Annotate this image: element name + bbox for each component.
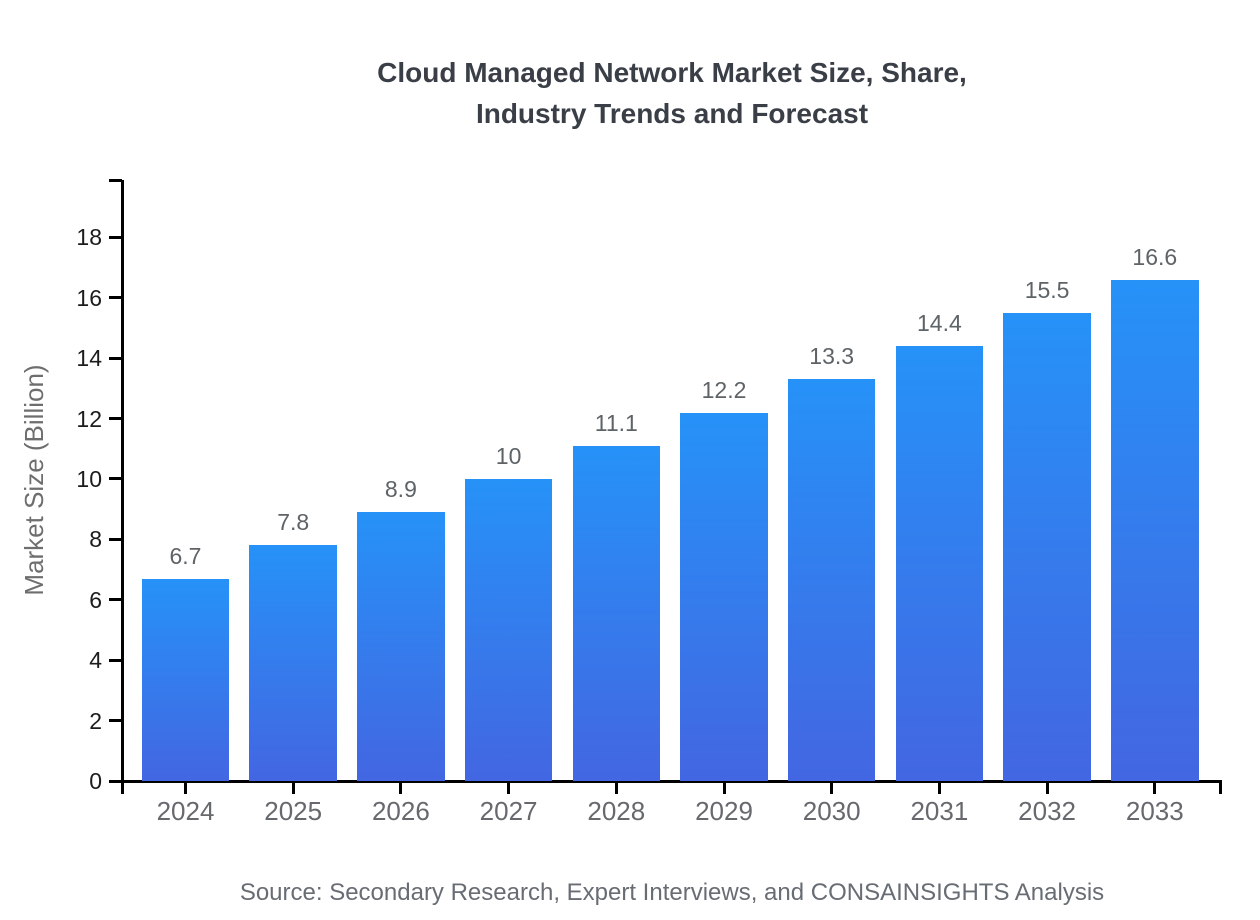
y-tick-label-16: 16 <box>76 284 102 311</box>
y-axis-top-cap <box>109 178 122 182</box>
y-tick-8 <box>109 537 122 541</box>
x-tick-2032 <box>1045 781 1049 794</box>
y-tick-label-2: 2 <box>89 707 102 734</box>
x-tick-2024 <box>184 781 187 794</box>
y-tick-label-10: 10 <box>76 465 102 492</box>
x-tick-2031 <box>937 781 941 794</box>
x-tick-2033 <box>1153 781 1157 794</box>
x-axis-line <box>109 779 1222 783</box>
bar-2028 <box>572 445 661 781</box>
x-axis-end-cap <box>1219 781 1222 794</box>
y-tick-16 <box>109 296 122 300</box>
x-tick-label-2024: 2024 <box>156 796 215 826</box>
x-tick-2025 <box>291 781 295 794</box>
y-tick-6 <box>109 598 122 602</box>
chart-title: Cloud Managed Network Market Size, Share… <box>122 52 1222 134</box>
bar-value-label-2028: 11.1 <box>594 409 638 436</box>
y-tick-18 <box>109 235 122 239</box>
bar-2027 <box>464 478 553 781</box>
bar-value-label-2025: 7.8 <box>277 509 310 536</box>
x-tick-label-2031: 2031 <box>910 796 969 826</box>
bar-value-label-2026: 8.9 <box>384 476 417 503</box>
x-tick-label-2032: 2032 <box>1018 796 1077 826</box>
y-tick-14 <box>109 356 122 360</box>
x-tick-label-2025: 2025 <box>264 796 323 826</box>
x-tick-label-2030: 2030 <box>802 796 861 826</box>
chart-title-line-1: Cloud Managed Network Market Size, Share… <box>377 57 967 88</box>
bar-2032 <box>1003 312 1091 781</box>
x-tick-2026 <box>399 781 403 794</box>
bar-2030 <box>787 379 876 781</box>
x-tick-2028 <box>614 781 618 794</box>
x-tick-label-2028: 2028 <box>587 796 646 826</box>
bar-2033 <box>1111 279 1199 781</box>
bar-value-label-2029: 12.2 <box>701 376 747 403</box>
y-axis-line <box>120 180 124 794</box>
source-note: Source: Secondary Research, Expert Inter… <box>239 879 1105 906</box>
x-tick-label-2026: 2026 <box>371 796 430 826</box>
bar-2025 <box>249 545 337 781</box>
y-tick-4 <box>109 658 122 662</box>
y-tick-label-4: 4 <box>89 647 102 674</box>
bar-value-label-2024: 6.7 <box>169 542 202 569</box>
chart-title-line-2: Industry Trends and Forecast <box>475 98 869 129</box>
y-tick-10 <box>109 477 122 481</box>
x-tick-2029 <box>722 781 726 794</box>
bar-2026 <box>357 512 445 781</box>
bar-value-label-2030: 13.3 <box>809 343 855 370</box>
x-tick-2030 <box>830 781 834 794</box>
bar-2024 <box>141 578 230 781</box>
bar-value-label-2027: 10 <box>495 442 522 469</box>
y-tick-label-18: 18 <box>76 224 102 251</box>
y-tick-label-12: 12 <box>76 405 102 432</box>
y-tick-label-0: 0 <box>89 768 102 794</box>
x-tick-label-2029: 2029 <box>695 796 753 826</box>
bar-value-label-2033: 16.6 <box>1132 243 1178 270</box>
y-tick-2 <box>109 719 122 723</box>
y-tick-label-14: 14 <box>76 345 102 372</box>
bar-value-label-2031: 14.4 <box>917 310 962 337</box>
y-tick-label-8: 8 <box>89 526 102 553</box>
y-tick-12 <box>109 417 122 421</box>
bar-value-label-2032: 15.5 <box>1024 276 1070 303</box>
y-tick-label-6: 6 <box>89 586 102 613</box>
x-tick-2027 <box>507 781 511 794</box>
x-tick-label-2033: 2033 <box>1125 796 1184 826</box>
bar-2029 <box>680 412 768 781</box>
x-tick-label-2027: 2027 <box>479 796 538 826</box>
bar-2031 <box>895 346 984 781</box>
